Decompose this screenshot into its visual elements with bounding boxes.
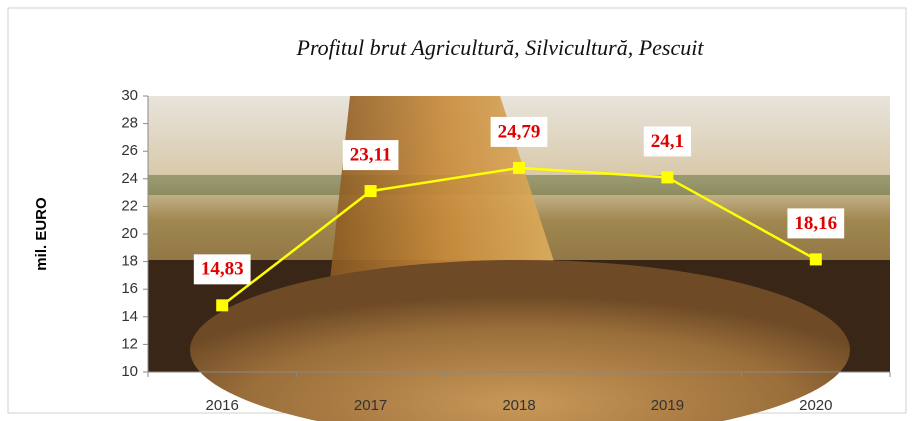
y-axis-label: mil. EURO [33, 197, 50, 271]
x-tick-label: 2018 [502, 397, 535, 414]
value-label: 18,16 [794, 213, 837, 234]
y-tick-label: 16 [121, 280, 138, 297]
y-tick-label: 18 [121, 253, 138, 270]
value-label-box [643, 126, 692, 157]
y-tick-label: 28 [121, 115, 138, 132]
value-label: 24,79 [498, 121, 541, 142]
y-tick-label: 30 [121, 87, 138, 104]
x-tick-label: 2019 [651, 397, 684, 414]
point [513, 161, 525, 174]
y-tick-label: 24 [121, 170, 138, 187]
x-tick-label: 2020 [799, 397, 832, 414]
y-tick-label: 12 [121, 335, 138, 352]
y-tick-label: 22 [121, 197, 138, 214]
y-tick-label: 10 [121, 363, 138, 380]
value-label: 14,83 [201, 259, 244, 280]
value-label: 23,11 [350, 144, 392, 165]
value-label-box [193, 254, 251, 285]
y-tick-label: 14 [121, 308, 138, 325]
point [809, 253, 822, 266]
value-label: 24,1 [651, 131, 684, 152]
value-label-box [342, 140, 399, 171]
y-tick-label: 20 [121, 225, 138, 242]
point [216, 299, 229, 312]
point [661, 171, 674, 184]
chart-title: Profitul brut Agricultură, Silvicultură,… [296, 35, 705, 60]
y-tick-label: 26 [121, 142, 138, 159]
x-tick-label: 2016 [206, 397, 239, 414]
x-tick-label: 2017 [354, 397, 387, 414]
point [364, 185, 377, 198]
value-label-box [787, 208, 845, 239]
value-label-box [490, 116, 548, 147]
